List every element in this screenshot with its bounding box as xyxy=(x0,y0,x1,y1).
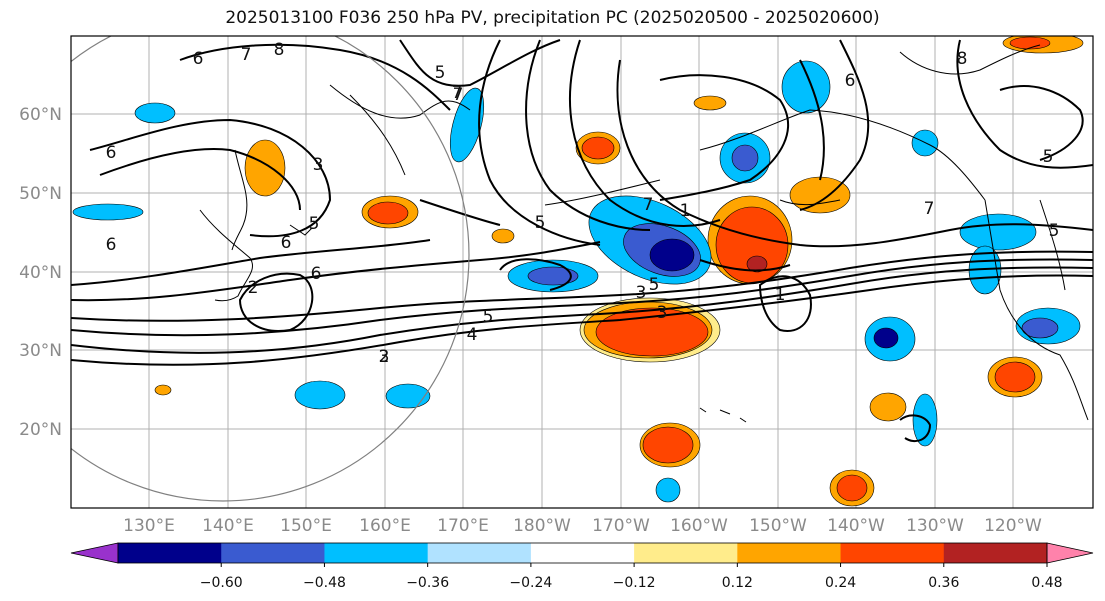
colorbar-tick-label: −0.24 xyxy=(509,575,552,591)
lon-label-150e: 150°E xyxy=(280,516,332,536)
contour-label: 6 xyxy=(311,264,322,284)
colorbar-tick-label: −0.36 xyxy=(406,575,449,591)
contour-label: 7 xyxy=(453,85,464,105)
colorbar-extend-high xyxy=(1046,542,1094,564)
lon-label-160e: 160°E xyxy=(359,516,411,536)
lat-label-30n: 30°N xyxy=(19,341,62,361)
contour-label: 7 xyxy=(924,199,935,219)
contour-label: 3 xyxy=(657,303,668,323)
longitude-labels: 130°E 140°E 150°E 160°E 170°E 180°W 170°… xyxy=(123,516,1042,536)
lat-label-20n: 20°N xyxy=(19,420,62,440)
colorbar-tick-label: 0.12 xyxy=(722,575,753,591)
colorbar-cell xyxy=(737,543,842,563)
contour-label: 8 xyxy=(274,40,285,60)
contour-label: 2 xyxy=(379,347,390,367)
lon-label-170w: 170°W xyxy=(592,516,650,536)
coastlines xyxy=(199,44,1089,423)
latitude-labels: 60°N 50°N 40°N 30°N 20°N xyxy=(19,105,62,440)
contour-label: 5 xyxy=(649,275,660,295)
colorbar-tick-label: −0.12 xyxy=(613,575,656,591)
lon-label-140w: 140°W xyxy=(827,516,885,536)
contour-label: 7 xyxy=(643,195,654,215)
contour-label: 4 xyxy=(467,325,478,345)
colorbar-tick-label: −0.60 xyxy=(200,575,243,591)
pv-contours xyxy=(71,39,1093,443)
colorbar-cell xyxy=(943,543,1048,563)
contour-label: 6 xyxy=(106,235,117,255)
lat-label-40n: 40°N xyxy=(19,263,62,283)
contour-label: 5 xyxy=(1043,147,1054,167)
contour-label: 5 xyxy=(1049,221,1060,241)
colorbar-cell xyxy=(427,543,532,563)
plot-frame xyxy=(70,35,1094,509)
colorbar-cell xyxy=(221,543,325,563)
colorbar-tick-label: −0.48 xyxy=(303,575,346,591)
contour-label: 7 xyxy=(241,45,252,65)
contour-label: 7 xyxy=(452,83,463,103)
lon-label-120w: 120°W xyxy=(984,516,1042,536)
contour-label: 6 xyxy=(845,71,856,91)
contour-label: 5 xyxy=(309,214,320,234)
contour-label: 5 xyxy=(535,213,546,233)
contour-label: 3 xyxy=(379,347,390,367)
contour-label: 1 xyxy=(680,201,691,221)
highlight-circle xyxy=(71,36,470,502)
colorbar-cell xyxy=(840,543,945,563)
colorbar-frame xyxy=(117,542,1048,564)
lon-label-130e: 130°E xyxy=(123,516,175,536)
contour-label: 5 xyxy=(435,63,446,83)
colorbar: −0.60 −0.48 −0.36 −0.24 −0.12 0.12 0.24 0.36 0.4… xyxy=(70,542,1094,591)
lon-label-150w: 150°W xyxy=(749,516,807,536)
colorbar-cell xyxy=(530,543,635,563)
lat-label-60n: 60°N xyxy=(19,105,62,125)
lon-label-170e: 170°E xyxy=(437,516,489,536)
contour-label: 1 xyxy=(775,285,786,305)
colorbar-tick-label: 0.48 xyxy=(1031,575,1062,591)
lat-label-50n: 50°N xyxy=(19,184,62,204)
colorbar-cell xyxy=(634,543,738,563)
colorbar-extend-low xyxy=(70,542,119,564)
lon-label-160w: 160°W xyxy=(670,516,728,536)
map-title: 2025013100 F036 250 hPa PV, precipitatio… xyxy=(225,8,880,28)
colorbar-cell xyxy=(118,543,222,563)
contour-label: 8 xyxy=(957,49,968,69)
colorbar-cell xyxy=(324,543,429,563)
precipitation-shading xyxy=(72,36,1084,507)
lon-label-180w: 180°W xyxy=(513,516,571,536)
contour-label: 2 xyxy=(248,278,259,298)
colorbar-tick-label: 0.36 xyxy=(928,575,959,591)
lon-label-130w: 130°W xyxy=(906,516,964,536)
colorbar-tick-label: 0.24 xyxy=(825,575,856,591)
lon-label-140e: 140°E xyxy=(202,516,254,536)
contour-label: 5 xyxy=(483,307,494,327)
contour-label: 3 xyxy=(636,283,647,303)
contour-label: 6 xyxy=(193,49,204,69)
contour-label: 6 xyxy=(106,143,117,163)
contour-label: 6 xyxy=(281,233,292,253)
contour-label: 3 xyxy=(313,155,324,175)
